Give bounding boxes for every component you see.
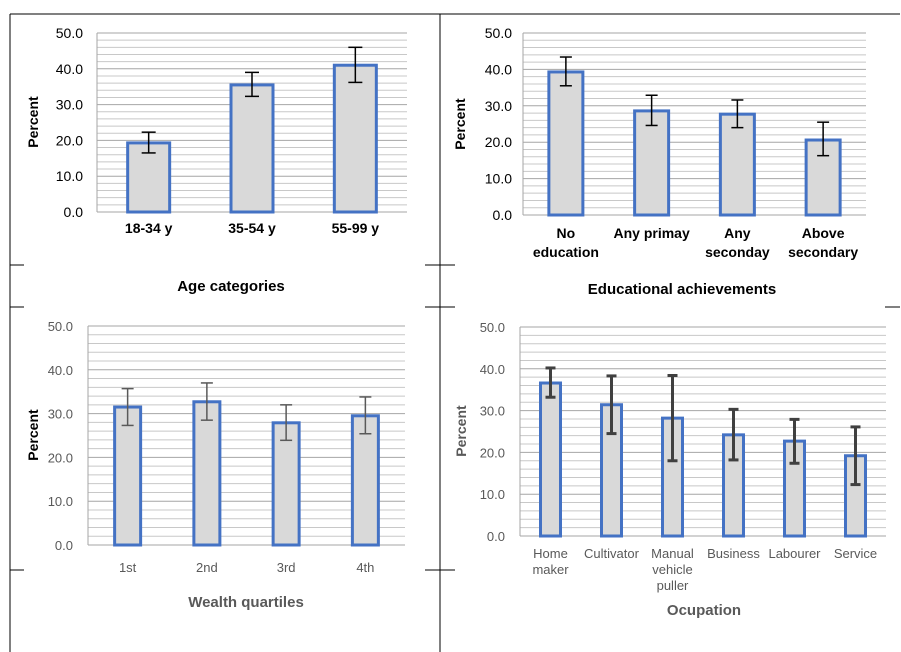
bar [332,63,378,214]
x-tick-label-line: No [557,225,576,241]
x-tick-label-line: 4th [356,560,374,575]
y-tick-label: 10.0 [485,171,512,187]
chart-educational-achievements: 0.0 10.0 20.0 30.0 40.0 50.0 Percent No educatio… [452,25,866,298]
x-tick-label-line: vehicle [652,562,692,577]
y-tick-label: 30.0 [56,97,83,113]
y-tick-label: 40.0 [48,363,73,378]
x-tick-label: 1st [119,560,137,575]
x-tick-label: Above secondary [788,225,858,260]
bar [229,83,275,214]
x-tick-label: Any seconday [705,225,770,260]
x-tick-label-line: 1st [119,560,137,575]
y-tick-label: 0.0 [487,529,505,544]
x-tick-label: Any primay [614,225,690,241]
bar [192,400,222,547]
x-axis-label: Educational achievements [588,281,776,298]
chart-wealth-quartiles: 0.0 10.0 20.0 30.0 40.0 50.0 Percent 1st 2nd 3rd 4… [25,319,405,611]
x-tick-label-line: education [533,244,599,260]
x-axis-label: Wealth quartiles [188,594,304,611]
y-tick-label: 10.0 [56,168,83,184]
x-tick-label: 3rd [277,560,296,575]
y-tick-label: 30.0 [48,407,73,422]
x-tick-label-line: 18-34 y [125,220,173,236]
x-tick-label: Home maker [532,546,569,577]
y-tick-label: 0.0 [493,207,513,223]
y-tick-label: 50.0 [485,25,512,41]
y-axis-label: Percent [452,98,468,150]
x-tick-label-line: Labourer [768,546,821,561]
x-tick-label: 35-54 y [228,220,276,236]
x-tick-label-line: Any [724,225,751,241]
x-tick-label-line: maker [532,562,569,577]
x-tick-label: 4th [356,560,374,575]
y-axis-label: Percent [25,409,41,461]
bar [547,70,585,217]
y-tick-label: 0.0 [64,204,84,220]
y-tick-label: 30.0 [485,98,512,114]
y-tick-label: 10.0 [48,494,73,509]
y-tick-label: 20.0 [480,445,505,460]
y-axis-label: Percent [25,96,41,148]
x-tick-label: Cultivator [584,546,640,561]
x-tick-label: Service [834,546,877,561]
x-tick-label-line: puller [657,578,689,593]
x-tick-label-line: Business [707,546,760,561]
chart-age-categories: 0.0 10.0 20.0 30.0 40.0 50.0 Percent 18-34 y 35-… [25,25,407,295]
x-axis-label: Ocupation [667,602,741,619]
x-tick-label: 2nd [196,560,218,575]
y-tick-label: 20.0 [48,450,73,465]
y-tick-label: 50.0 [48,319,73,334]
bar [539,381,562,538]
y-tick-label: 20.0 [56,132,83,148]
y-axis-label: Percent [453,405,469,457]
x-tick-label-line: 35-54 y [228,220,276,236]
x-tick-label: 55-99 y [332,220,380,236]
x-tick-label: Manual vehicle puller [651,546,694,593]
y-tick-label: 40.0 [480,362,505,377]
x-tick-label-line: Manual [651,546,694,561]
y-tick-label: 0.0 [55,538,73,553]
bar [633,109,671,217]
y-tick-label: 30.0 [480,404,505,419]
x-tick-label-line: Home [533,546,568,561]
x-tick-label-line: seconday [705,244,770,260]
x-tick-label: 18-34 y [125,220,173,236]
x-tick-label-line: 3rd [277,560,296,575]
x-tick-label-line: Above [802,225,845,241]
panel-frame [9,13,900,652]
x-tick-label-line: Service [834,546,877,561]
y-tick-label: 10.0 [480,487,505,502]
x-tick-label-line: Any primay [614,225,690,241]
bar [113,405,143,547]
bar [718,112,756,217]
y-tick-label: 40.0 [56,61,83,77]
y-tick-label: 50.0 [56,25,83,41]
x-tick-label-line: Cultivator [584,546,640,561]
chart-ocupation: 0.0 10.0 20.0 30.0 40.0 50.0 Percent Home maker C… [453,320,886,619]
bar [271,421,301,547]
x-tick-label-line: 55-99 y [332,220,380,236]
x-tick-label: Labourer [768,546,821,561]
x-tick-label-line: secondary [788,244,858,260]
bar [350,414,380,547]
x-tick-label-line: 2nd [196,560,218,575]
x-tick-label: No education [533,225,599,260]
y-tick-label: 20.0 [485,134,512,150]
x-tick-label: Business [707,546,760,561]
x-axis-label: Age categories [177,278,285,295]
y-tick-label: 50.0 [480,320,505,335]
y-tick-label: 40.0 [485,61,512,77]
